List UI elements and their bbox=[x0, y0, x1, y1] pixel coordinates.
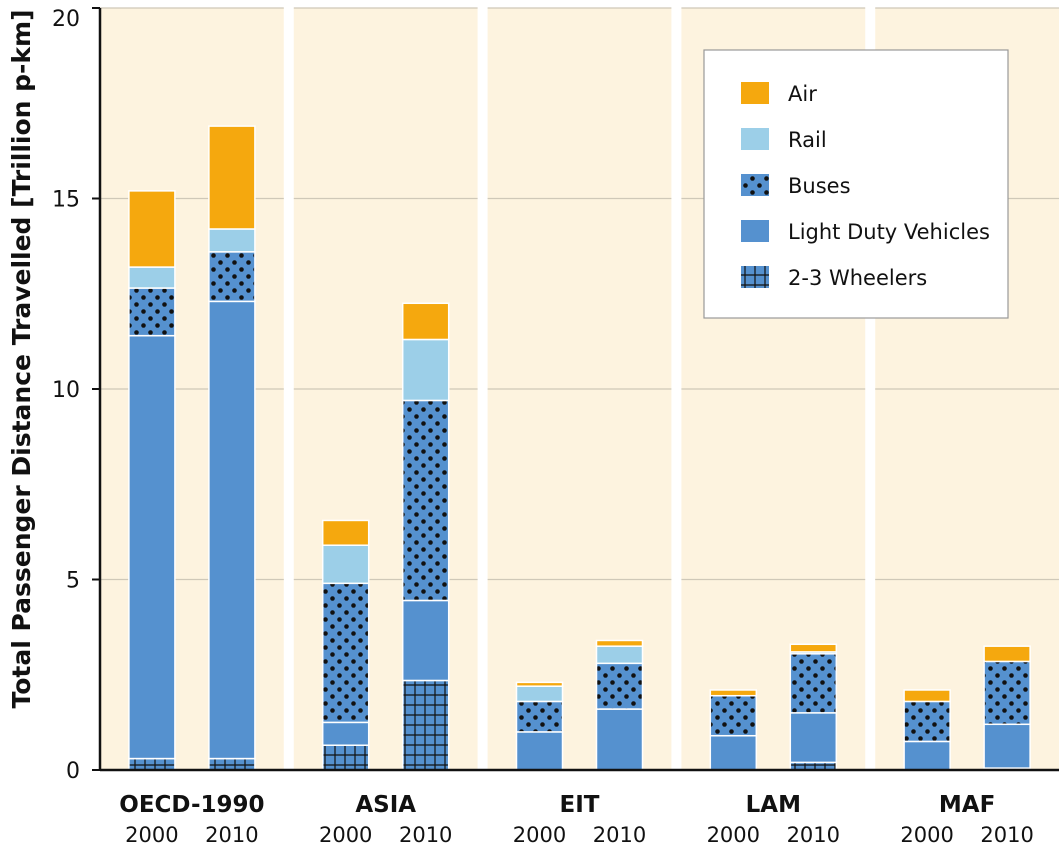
x-group-label: ASIA bbox=[355, 792, 416, 818]
x-group-label: OECD-1990 bbox=[119, 792, 264, 818]
x-group-label: LAM bbox=[746, 792, 801, 818]
bar-buses bbox=[595, 662, 644, 710]
bar-buses bbox=[789, 653, 838, 714]
bar-air bbox=[208, 125, 256, 230]
bar-air bbox=[789, 643, 838, 653]
y-tick-label: 5 bbox=[66, 569, 80, 594]
bar-light-duty-vehicles bbox=[128, 334, 176, 760]
bar-buses bbox=[208, 251, 256, 303]
bar-light-duty-vehicles bbox=[983, 723, 1031, 769]
legend-label: Rail bbox=[788, 128, 827, 152]
bar-rail bbox=[595, 645, 644, 665]
bar-rail bbox=[208, 228, 256, 253]
bar-2-3-wheelers bbox=[321, 744, 370, 771]
bar-rail bbox=[128, 266, 176, 289]
y-axis-title: Total Passenger Distance Travelled [Tril… bbox=[7, 9, 36, 708]
bar-buses bbox=[321, 582, 370, 724]
legend-swatch-light-duty-vehicles bbox=[741, 220, 769, 242]
y-tick-label: 15 bbox=[52, 188, 80, 213]
bar-light-duty-vehicles bbox=[321, 721, 370, 746]
bar-buses bbox=[128, 287, 176, 337]
bar-air bbox=[515, 681, 564, 687]
x-tick-year-label: 2010 bbox=[205, 823, 258, 847]
bar-buses bbox=[709, 694, 758, 737]
legend-label: Air bbox=[788, 82, 817, 106]
bar-air bbox=[903, 689, 951, 703]
bar-rail bbox=[515, 685, 564, 703]
bar-buses bbox=[401, 399, 450, 602]
bar-buses bbox=[983, 660, 1031, 726]
y-tick-label: 20 bbox=[52, 7, 80, 32]
bar-light-duty-vehicles bbox=[208, 300, 256, 760]
x-tick-year-label: 2010 bbox=[980, 823, 1033, 847]
axes bbox=[92, 7, 1059, 772]
legend-swatch-buses bbox=[741, 174, 769, 196]
x-tick-year-label: 2010 bbox=[787, 823, 840, 847]
bar-rail bbox=[321, 544, 370, 585]
bar-air bbox=[595, 639, 644, 647]
legend-swatch-2-3-wheelers bbox=[741, 266, 769, 288]
bar-air bbox=[401, 302, 450, 341]
bar-air bbox=[128, 190, 176, 268]
bar-air bbox=[321, 519, 370, 546]
bar-light-duty-vehicles bbox=[515, 731, 564, 771]
bar-buses bbox=[515, 700, 564, 733]
bar-rail bbox=[401, 338, 450, 402]
legend: Air Rail Buses Light Duty Vehicles 2-3 Wheel… bbox=[703, 49, 1009, 319]
bars bbox=[128, 125, 1031, 771]
y-tick-label: 10 bbox=[52, 378, 80, 403]
legend-swatch-rail bbox=[741, 128, 769, 150]
bar-light-duty-vehicles bbox=[709, 734, 758, 771]
bar-2-3-wheelers bbox=[128, 757, 176, 771]
x-tick-year-label: 2000 bbox=[125, 823, 178, 847]
bar-2-3-wheelers bbox=[401, 679, 450, 771]
legend-label: Buses bbox=[788, 174, 851, 198]
x-tick-year-label: 2010 bbox=[399, 823, 452, 847]
bar-air bbox=[983, 645, 1031, 663]
bar-light-duty-vehicles bbox=[401, 599, 450, 682]
legend-label: Light Duty Vehicles bbox=[788, 220, 990, 244]
x-tick-year-label: 2010 bbox=[593, 823, 646, 847]
bar-light-duty-vehicles bbox=[903, 740, 951, 771]
bar-light-duty-vehicles bbox=[595, 708, 644, 771]
x-tick-year-label: 2000 bbox=[900, 823, 953, 847]
bar-buses bbox=[903, 700, 951, 743]
legend-swatch-air bbox=[741, 82, 769, 104]
x-tick-year-label: 2000 bbox=[319, 823, 372, 847]
x-tick-year-label: 2000 bbox=[707, 823, 760, 847]
y-tick-label: 0 bbox=[66, 759, 80, 784]
x-group-label: EIT bbox=[560, 792, 600, 818]
bar-air bbox=[709, 689, 758, 697]
bar-2-3-wheelers bbox=[208, 757, 256, 771]
x-group-label: MAF bbox=[939, 792, 995, 818]
bar-light-duty-vehicles bbox=[789, 712, 838, 764]
legend-label: 2-3 Wheelers bbox=[788, 266, 927, 290]
x-tick-year-label: 2000 bbox=[513, 823, 566, 847]
